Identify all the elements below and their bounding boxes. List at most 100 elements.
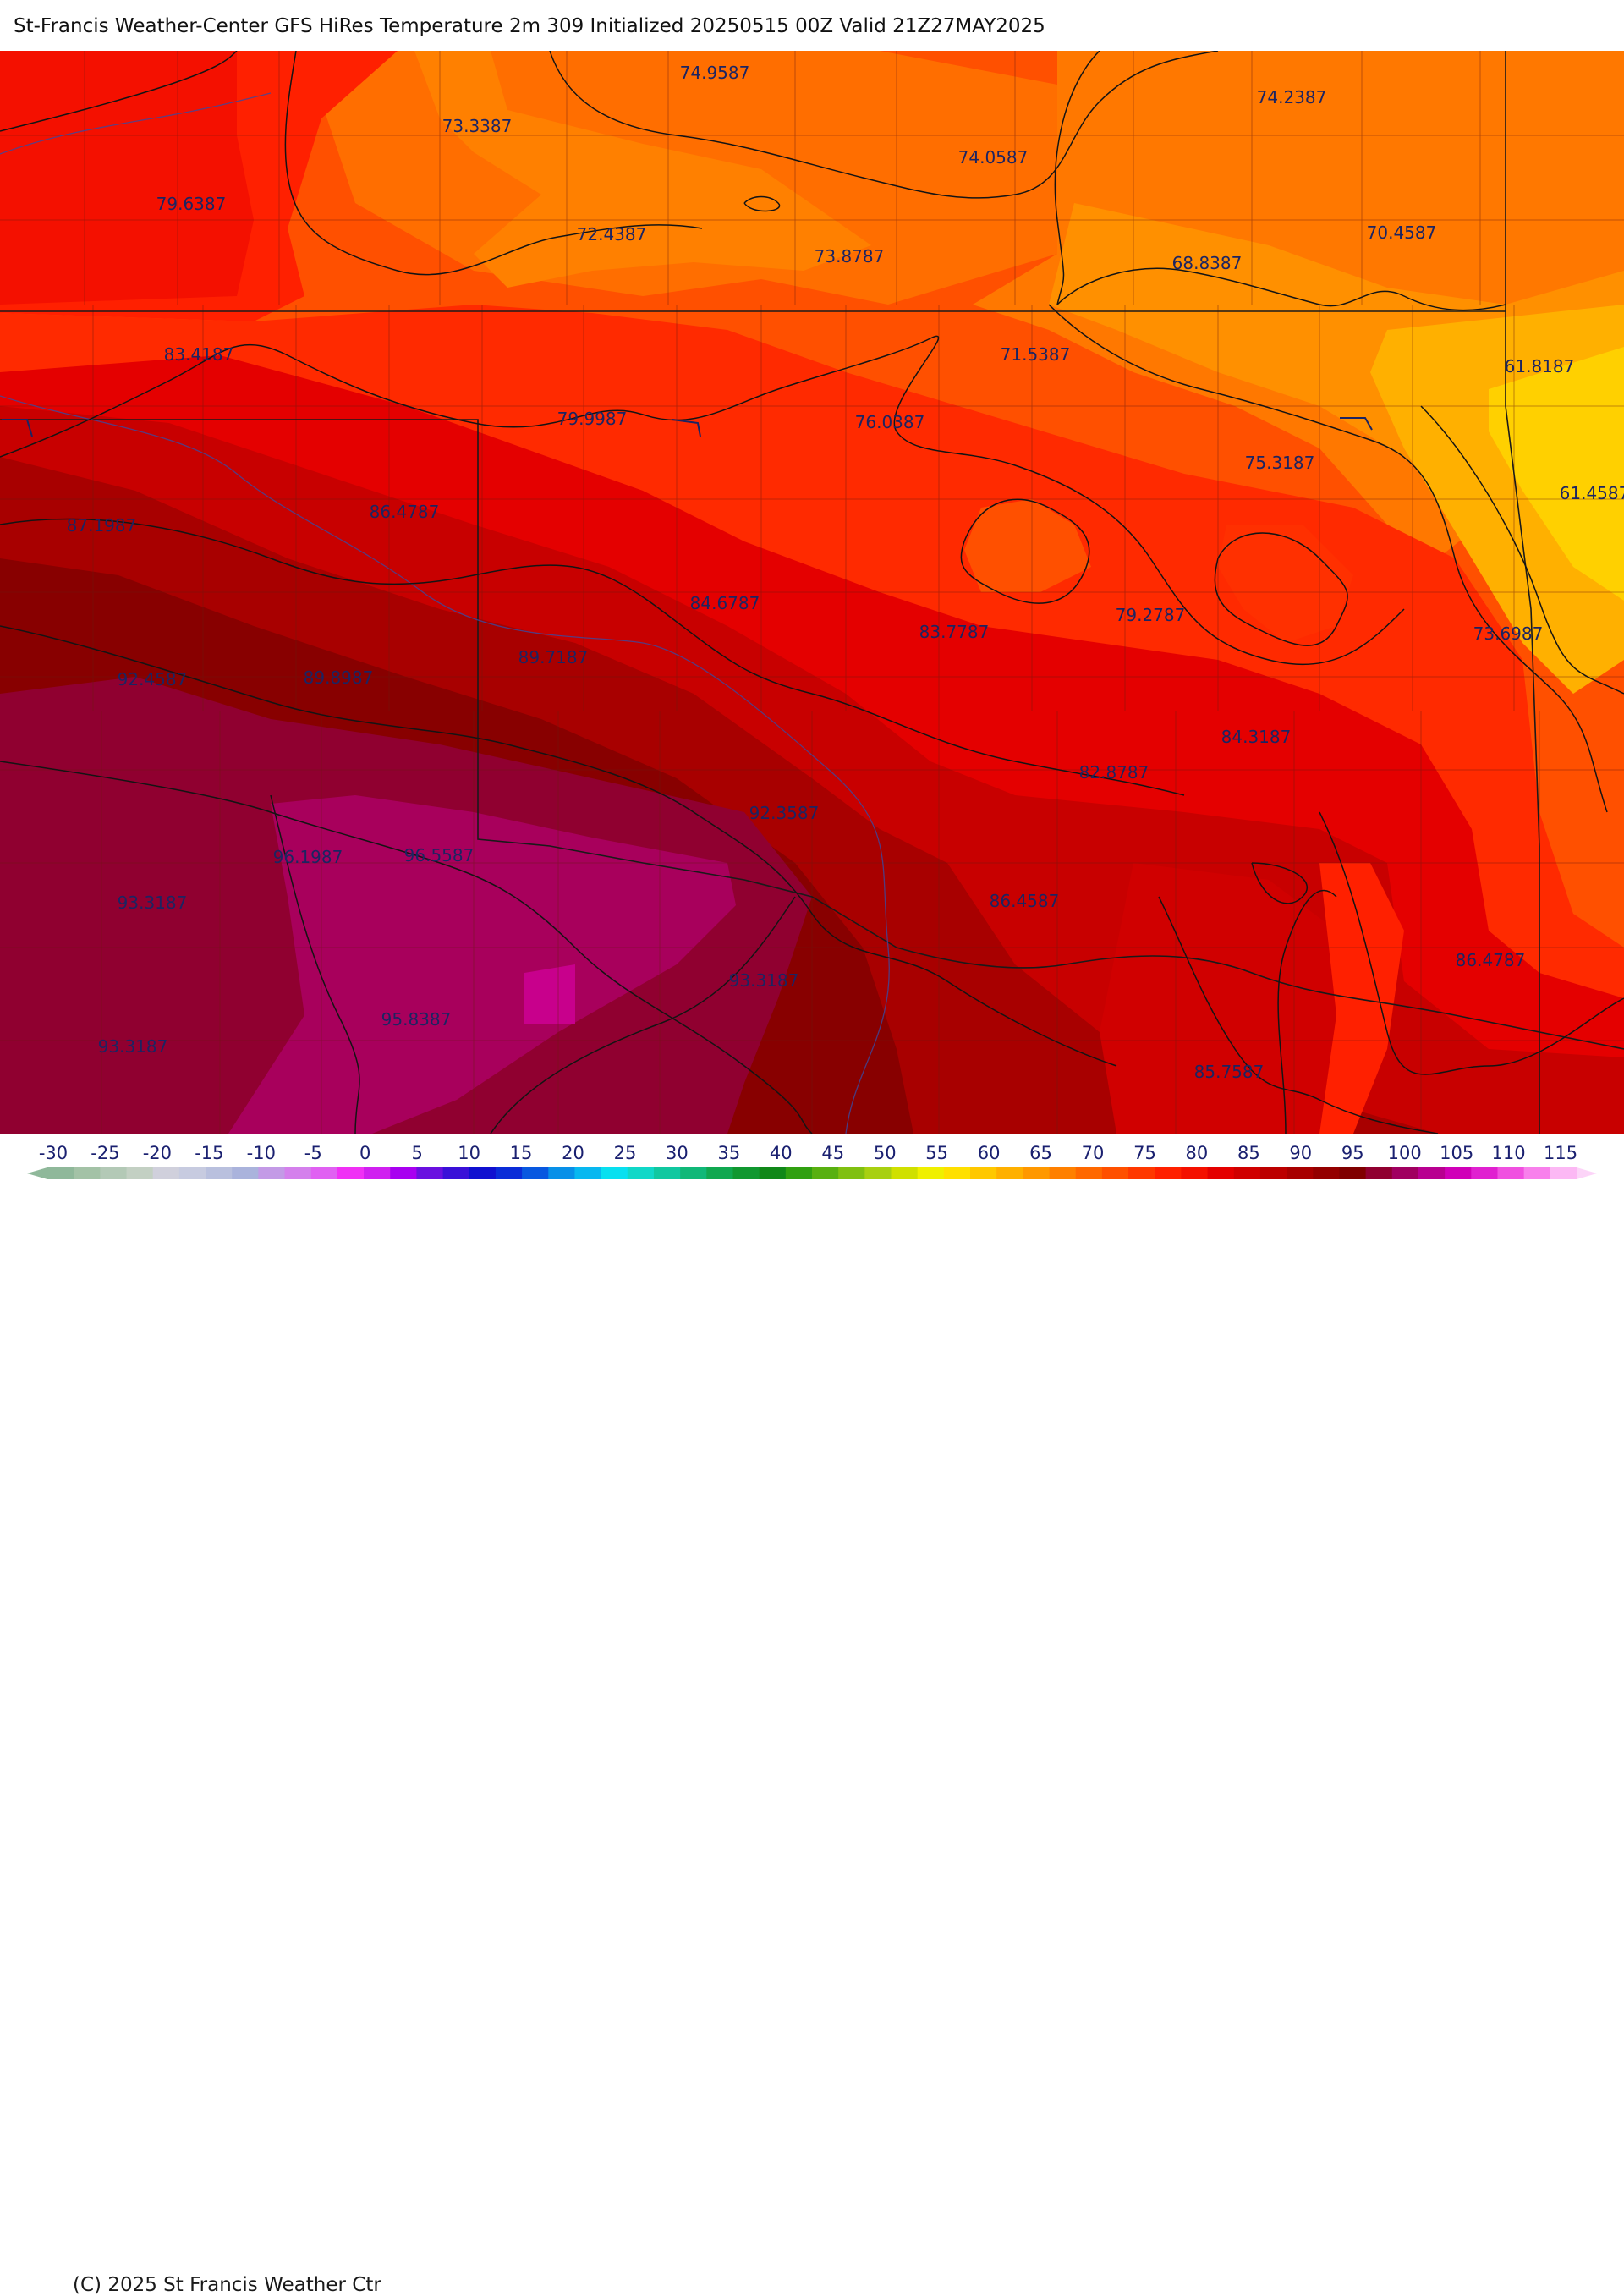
legend-color-swatch (917, 1167, 945, 1179)
legend-color-swatch (1287, 1167, 1314, 1179)
legend-tick-labels: -30 -25 -20 -15 -10 -5 0 5 10 15 20 25 30 35 40 45 50 55 6… (39, 1143, 1577, 1163)
enclave-orange-mid (964, 499, 1091, 592)
rivers (0, 92, 890, 1134)
temperature-value-label: 93.3187 (118, 893, 188, 913)
legend-color-swatch (1181, 1167, 1209, 1179)
map-title: St-Francis Weather-Center GFS HiRes Temp… (14, 15, 1045, 37)
legend-color-swatch (232, 1167, 259, 1179)
header-bar: St-Francis Weather-Center GFS HiRes Temp… (0, 0, 1624, 52)
legend-tick-label: 5 (411, 1143, 422, 1163)
legend-color-swatch (706, 1167, 734, 1179)
legend-color-swatch (1550, 1167, 1577, 1179)
temperature-value-label: 74.2387 (1257, 87, 1327, 107)
band-80-east (1320, 863, 1404, 1134)
legend-tick-label: 105 (1440, 1143, 1473, 1163)
legend-color-swatch (495, 1167, 523, 1179)
temperature-value-label: 89.7187 (518, 647, 589, 667)
temperature-value-label: 84.6787 (690, 593, 760, 613)
legend-color-swatch (1391, 1167, 1419, 1179)
legend-color-swatch (996, 1167, 1023, 1179)
legend-left-arrow (27, 1167, 47, 1179)
legend-color-swatch (864, 1167, 892, 1179)
legend-color-swatch (891, 1167, 919, 1179)
legend-color-swatch (442, 1167, 470, 1179)
legend-right-arrow (1577, 1167, 1597, 1179)
legend-tick-label: 95 (1341, 1143, 1364, 1163)
copyright-text: (C) 2025 St Francis Weather Ctr (73, 2274, 381, 2296)
legend-color-swatch (1128, 1167, 1155, 1179)
temperature-value-label: 73.8787 (815, 246, 885, 266)
band-65-north (414, 51, 871, 288)
legend-color-swatch (1233, 1167, 1261, 1179)
legend-color-swatch (732, 1167, 760, 1179)
temperature-value-label: 79.9987 (557, 409, 628, 429)
legend-color-swatch (390, 1167, 418, 1179)
temperature-value-label: 73.6987 (1473, 623, 1544, 644)
legend-tick-label: 45 (821, 1143, 844, 1163)
legend-tick-label: 90 (1289, 1143, 1312, 1163)
temperature-value-label: 86.4787 (370, 502, 440, 522)
temperature-value-label: 93.3187 (98, 1036, 168, 1057)
isotherm-contours (0, 51, 1624, 1134)
legend-color-swatch (1049, 1167, 1077, 1179)
temperature-value-label: 85.7587 (1194, 1062, 1265, 1082)
temperature-value-label: 92.3587 (749, 803, 820, 823)
band-55-ne (1489, 347, 1624, 601)
legend-tick-label: -20 (143, 1143, 172, 1163)
legend-color-swatch (970, 1167, 997, 1179)
wind-barbs (2, 417, 1373, 437)
legend-tick-label: 100 (1388, 1143, 1422, 1163)
legend-color-swatch (1445, 1167, 1472, 1179)
legend-color-swatch (1101, 1167, 1129, 1179)
temperature-value-label: 79.2787 (1116, 605, 1186, 625)
legend-color-swatch (574, 1167, 602, 1179)
band-85-east (1100, 863, 1353, 1134)
legend-color-swatch (1023, 1167, 1051, 1179)
temperature-value-label: 75.3187 (1245, 453, 1315, 473)
temperature-value-label: 70.4587 (1367, 222, 1437, 243)
legend-tick-label: 70 (1082, 1143, 1105, 1163)
legend-color-swatch (258, 1167, 286, 1179)
legend-tick-label: -15 (195, 1143, 223, 1163)
legend: -30 -25 -20 -15 -10 -5 0 5 10 15 20 25 30 35 40 45 50 55 6… (0, 1134, 1624, 2296)
temperature-value-label: 74.0587 (958, 147, 1029, 168)
legend-tick-label: 85 (1237, 1143, 1260, 1163)
legend-tick-label: 25 (614, 1143, 637, 1163)
legend-color-swatch (548, 1167, 576, 1179)
temperature-value-label: 83.7787 (919, 622, 990, 642)
legend-tick-label: 75 (1133, 1143, 1156, 1163)
legend-tick-label: 50 (874, 1143, 897, 1163)
temperature-value-label: 68.8387 (1172, 253, 1243, 273)
temperature-value-label: 86.4787 (1456, 950, 1526, 970)
legend-tick-label: -25 (91, 1143, 119, 1163)
legend-color-swatch (1471, 1167, 1499, 1179)
legend-color-swatch (206, 1167, 233, 1179)
temperature-value-label: 74.9587 (680, 63, 750, 83)
legend-color-swatch (1155, 1167, 1182, 1179)
temperature-value-label: 73.3387 (442, 116, 513, 136)
legend-color-swatch (680, 1167, 707, 1179)
band-80-nw2 (0, 51, 254, 305)
legend-color-swatch (812, 1167, 839, 1179)
legend-color-swatch (838, 1167, 865, 1179)
temperature-value-labels: 74.9587 74.2387 73.3387 74.0587 79.6387 72.43… (67, 63, 1624, 1082)
legend-color-swatch (653, 1167, 681, 1179)
legend-color-swatch (416, 1167, 444, 1179)
temperature-value-label: 61.8187 (1505, 356, 1575, 376)
legend-color-swatch (178, 1167, 206, 1179)
temperature-value-label: 86.4587 (990, 891, 1060, 911)
legend-color-swatch (1313, 1167, 1341, 1179)
temperature-value-label: 89.8987 (304, 667, 374, 688)
legend-color-swatch (1075, 1167, 1103, 1179)
legend-color-swatch (310, 1167, 338, 1179)
legend-color-swatch (1259, 1167, 1287, 1179)
color-scale: -30 -25 -20 -15 -10 -5 0 5 10 15 20 25 30 35 40 45 50 55 6… (27, 1143, 1597, 1179)
legend-color-swatch (1418, 1167, 1446, 1179)
legend-color-swatch (785, 1167, 813, 1179)
temperature-map: 74.9587 74.2387 73.3387 74.0587 79.6387 72.43… (0, 51, 1624, 1134)
legend-color-swatch (1339, 1167, 1367, 1179)
legend-color-swatch (522, 1167, 549, 1179)
legend-color-swatch (337, 1167, 365, 1179)
legend-tick-label: 20 (562, 1143, 584, 1163)
temperature-value-label: 82.8787 (1079, 762, 1149, 783)
